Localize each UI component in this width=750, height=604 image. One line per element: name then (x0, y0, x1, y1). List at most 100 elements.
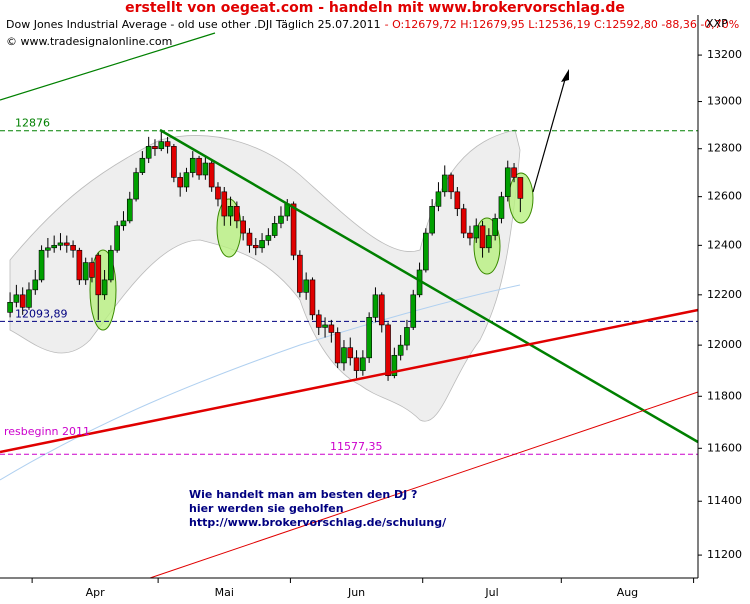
chart-title: erstellt von oegeat.com - handeln mit ww… (125, 0, 625, 16)
copyright: © www.tradesignalonline.com (6, 35, 172, 48)
candle-body (404, 327, 410, 346)
candle-body (423, 232, 429, 271)
candle-body (108, 249, 114, 281)
x-tick-label: Apr (86, 586, 106, 599)
candle-body (290, 203, 297, 256)
candle-body (511, 167, 517, 178)
candle-body (378, 294, 385, 326)
candle-body (366, 317, 372, 359)
candle-body (517, 177, 524, 199)
candle-body (322, 324, 328, 328)
candle-body (13, 294, 20, 303)
axis-label: XXP (706, 17, 728, 30)
x-tick-label: Jul (484, 586, 498, 599)
candle-body (265, 235, 272, 241)
candle-body (139, 157, 146, 173)
candle-body (353, 357, 360, 371)
levels: 12876 12093,89 11577,35 (0, 117, 698, 455)
candle-body (297, 254, 303, 293)
candle-body (177, 177, 183, 188)
candle-body (341, 347, 347, 364)
y-tick-label: 12600 (707, 190, 742, 203)
candle-body (145, 146, 152, 159)
candle-body (208, 162, 215, 188)
candle-body (221, 191, 228, 217)
level-label: 12093,89 (15, 307, 68, 320)
level-label: 12876 (15, 117, 50, 130)
candle-body (26, 289, 32, 308)
candle-body (259, 240, 265, 249)
y-tick-label: 11200 (707, 548, 742, 561)
candle-body (126, 198, 133, 222)
candle-body (429, 206, 435, 234)
candle-body (19, 294, 26, 308)
y-tick-label: 11600 (707, 441, 742, 454)
annotation: hier werden sie geholfen (189, 502, 344, 515)
y-tick-label: 13200 (707, 48, 742, 61)
arrow (532, 75, 567, 193)
candle-body (309, 279, 316, 316)
candle-body (504, 167, 511, 197)
candle-body (32, 279, 39, 291)
moving-average (0, 284, 521, 481)
candle-body (372, 294, 379, 318)
candle-body (252, 245, 259, 249)
candle-body (234, 206, 240, 222)
candle-body (347, 347, 354, 359)
candle-body (303, 279, 309, 293)
candle-body (473, 225, 480, 239)
candle-body (334, 332, 341, 364)
candle-body (315, 314, 322, 328)
candle-body (7, 302, 13, 313)
candle-body (215, 186, 221, 200)
y-tick-label: 12800 (707, 142, 742, 155)
chart-subtitle: Dow Jones Industrial Average - old use o… (6, 18, 739, 31)
candle-body (202, 162, 209, 176)
y-tick-label: 13000 (707, 95, 742, 108)
candle-body (45, 247, 51, 251)
candle-body (63, 242, 70, 246)
candle-body (76, 249, 83, 281)
candle-body (435, 191, 442, 207)
candle-body (95, 254, 102, 296)
candle-body (397, 344, 404, 356)
candle-body (227, 206, 234, 217)
arrow-head (561, 69, 569, 82)
candle-body (498, 196, 505, 219)
trend-line (159, 128, 699, 444)
x-tick-label: Mai (215, 586, 234, 599)
candle-body (183, 172, 190, 188)
candle-body (38, 249, 45, 281)
bollinger-band (9, 129, 521, 422)
candle-body (240, 220, 246, 234)
level-label: 11577,35 (330, 440, 383, 453)
annotation: http://www.brokervorschlag.de/schulung/ (189, 516, 447, 529)
candle-body (360, 357, 366, 371)
candle-body (171, 146, 177, 178)
candle-body (189, 157, 196, 173)
candle-body (460, 208, 467, 234)
y-tick-label: 11400 (707, 494, 742, 507)
candle-body (120, 220, 127, 227)
candle-body (492, 218, 498, 236)
candle-body (486, 235, 492, 249)
candle-body (278, 215, 284, 224)
x-tick-label: Jun (347, 586, 365, 599)
candle-body (271, 223, 278, 236)
annotation: Wie handelt man am besten den DJ ? (189, 488, 417, 501)
drawings (0, 32, 699, 579)
y-tick-label: 12400 (707, 238, 742, 251)
candle-body (158, 141, 165, 150)
candle-body (448, 174, 454, 193)
subtitle-quote: - O:12679,72 H:12679,95 L:12536,19 C:125… (385, 18, 740, 31)
candle-body (385, 324, 391, 377)
candle-body (454, 191, 461, 210)
candle-body (164, 141, 171, 147)
candle-body (89, 262, 95, 278)
candle-body (152, 146, 158, 150)
subtitle-text: Dow Jones Industrial Average - old use o… (6, 18, 381, 31)
y-tick-label: 11800 (707, 389, 742, 402)
trend-line (149, 391, 699, 579)
candle-body (101, 279, 108, 296)
